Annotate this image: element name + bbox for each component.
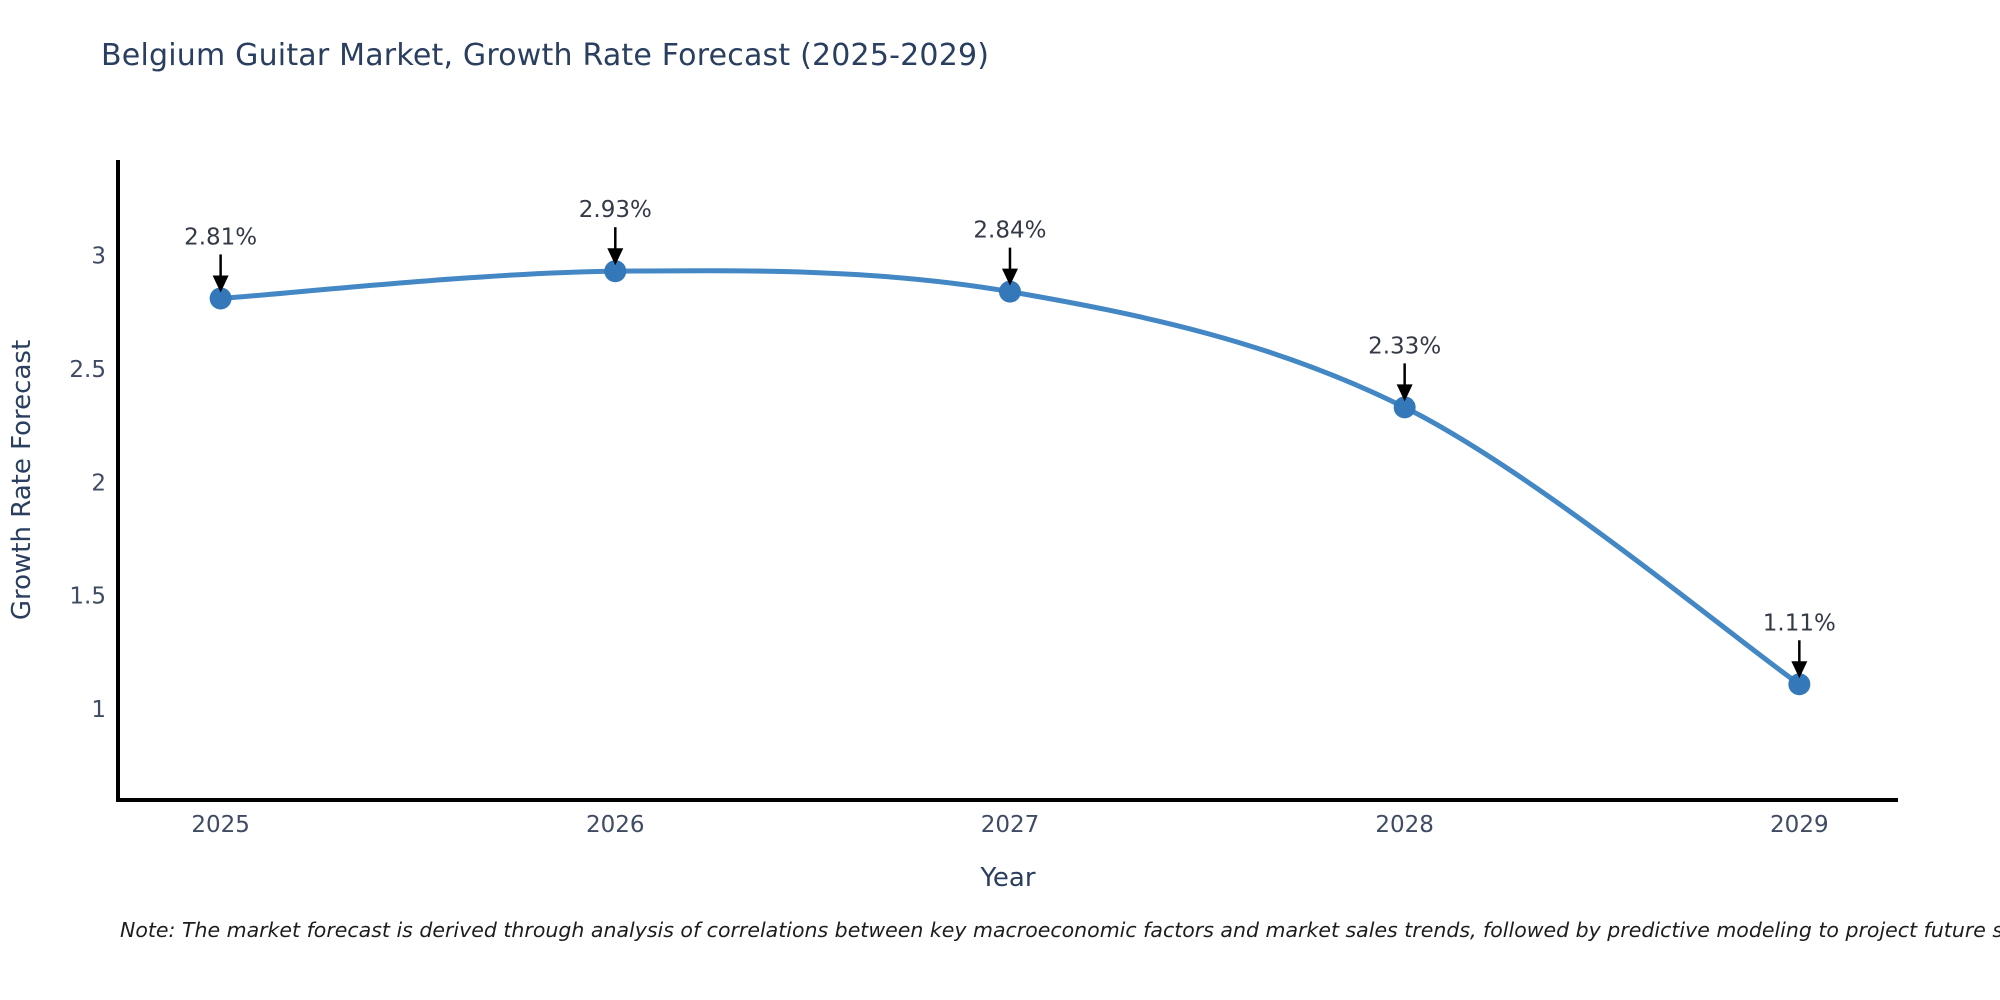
annotation-arrowhead bbox=[1001, 268, 1018, 286]
annotation-arrowhead bbox=[607, 248, 624, 266]
data-point-marker bbox=[1788, 673, 1811, 696]
chart-note: Note: The market forecast is derived thr… bbox=[120, 918, 2000, 942]
y-tick-label: 2 bbox=[91, 470, 106, 496]
data-point-marker bbox=[209, 287, 232, 310]
y-tick-label: 2.5 bbox=[69, 357, 106, 383]
annotation-label: 2.81% bbox=[184, 224, 257, 250]
y-tick-label: 1 bbox=[91, 697, 106, 723]
x-tick-label: 2029 bbox=[1770, 812, 1829, 838]
annotation-label: 1.11% bbox=[1763, 610, 1836, 636]
data-point-marker bbox=[604, 260, 627, 283]
y-axis-title: Growth Rate Forecast bbox=[7, 340, 37, 620]
annotation-label: 2.84% bbox=[973, 218, 1046, 244]
x-tick-label: 2025 bbox=[191, 812, 250, 838]
data-point-marker bbox=[1393, 396, 1416, 419]
annotation-arrowhead bbox=[1396, 384, 1413, 402]
x-tick-label: 2026 bbox=[586, 812, 645, 838]
annotation-arrowhead bbox=[212, 275, 229, 293]
x-tick-label: 2028 bbox=[1375, 812, 1434, 838]
x-axis-title: Year bbox=[979, 863, 1035, 893]
y-tick-label: 3 bbox=[91, 243, 106, 269]
series-line bbox=[218, 268, 1802, 687]
x-tick-label: 2027 bbox=[981, 812, 1040, 838]
plot-layers: 1 1.5 2 2.5 3 2025 2026 2027 2028 2029 2.81% 2.93% 2… bbox=[69, 160, 1898, 838]
annotation-arrowhead bbox=[1791, 661, 1808, 679]
chart-title: Belgium Guitar Market, Growth Rate Forec… bbox=[101, 38, 990, 73]
annotation-label: 2.93% bbox=[579, 197, 652, 223]
data-point-marker bbox=[998, 280, 1021, 303]
annotation-label: 2.33% bbox=[1368, 333, 1441, 359]
y-tick-label: 1.5 bbox=[69, 584, 106, 610]
